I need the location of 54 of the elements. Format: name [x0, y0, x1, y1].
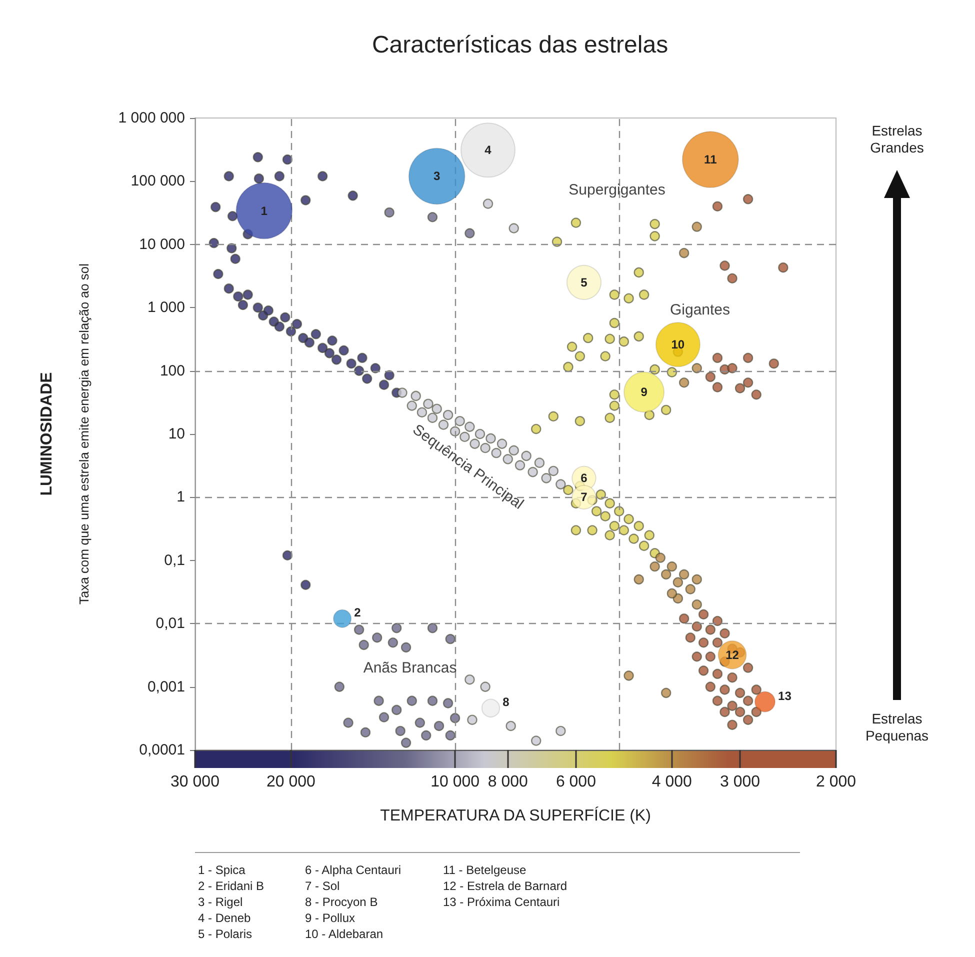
text: 9 - Pollux — [305, 911, 356, 925]
y-tick-label: 100 — [160, 362, 185, 380]
x-tick-label: 10 000 — [430, 774, 480, 790]
annotation: 8 — [502, 695, 510, 710]
chart-title: Características das estrelas — [372, 32, 668, 58]
x-tick-label: 3 000 — [720, 774, 760, 790]
text: 3 - Rigel — [198, 895, 243, 909]
text: Estrelas Grandes — [870, 122, 924, 156]
text: 10 - Aldebaran — [305, 927, 384, 941]
y-tick-label: 10 — [168, 426, 185, 442]
text: Estrelas Pequenas — [865, 710, 929, 744]
annotation: 9 — [640, 385, 648, 400]
text: 5 - Polaris — [198, 927, 252, 941]
annotation: Gigantes — [670, 302, 730, 318]
x-tick-label: 20 000 — [266, 774, 316, 790]
y-tick-label: 100 000 — [130, 172, 185, 190]
text: 8 - Procyon B — [305, 895, 378, 909]
annotation: Anãs Brancas — [363, 660, 457, 676]
y-tick-label: 1 — [176, 488, 185, 506]
annotation: Supergigantes — [568, 182, 666, 198]
text: 11 - Betelgeuse — [443, 863, 526, 877]
text: 12 - Estrela de Barnard — [443, 879, 568, 893]
y-tick-label: 0,0001 — [139, 742, 185, 758]
text: 4 - Deneb — [198, 911, 252, 925]
annotation: 7 — [580, 490, 588, 504]
text: 7 - Sol — [305, 879, 340, 893]
x-axis-title: TEMPERATURA DA SUPERFÍCIE (K) — [380, 806, 651, 824]
annotation: 10 — [671, 338, 685, 352]
text: 1 - Spica — [198, 863, 246, 877]
y-tick-label: 0,1 — [164, 552, 185, 569]
annotation: 11 — [704, 152, 718, 167]
annotation: 2 — [354, 606, 362, 620]
y-tick-label: 0,01 — [156, 615, 185, 632]
text: 13 - Próxima Centauri — [443, 895, 560, 909]
annotation: 4 — [484, 143, 492, 158]
x-tick-label: 6 000 — [556, 774, 596, 790]
annotation: 1 — [260, 204, 268, 218]
annotation: 5 — [580, 275, 588, 290]
annotation: 12 — [726, 648, 740, 662]
x-tick-label: 8 000 — [488, 774, 528, 790]
text: Taxa com que uma estrela emite energia em relação ao sol — [76, 263, 92, 605]
annotation: 13 — [778, 688, 792, 703]
y-tick-label: 0,001 — [147, 678, 185, 696]
x-tick-label: 2 000 — [816, 774, 856, 790]
y-axis-title: LUMINOSIDADE — [38, 372, 56, 496]
text: 6 - Alpha Centauri — [305, 863, 402, 877]
x-tick-label: 4 000 — [652, 774, 692, 790]
y-tick-label: 1 000 — [147, 299, 185, 316]
y-tick-label: 10 000 — [139, 236, 185, 253]
text: 2 - Eridani B — [198, 879, 264, 893]
annotation: 6 — [580, 471, 588, 486]
x-tick-label: 30 000 — [170, 774, 220, 790]
annotation: 3 — [433, 169, 440, 184]
y-tick-label: 1 000 000 — [118, 110, 185, 126]
